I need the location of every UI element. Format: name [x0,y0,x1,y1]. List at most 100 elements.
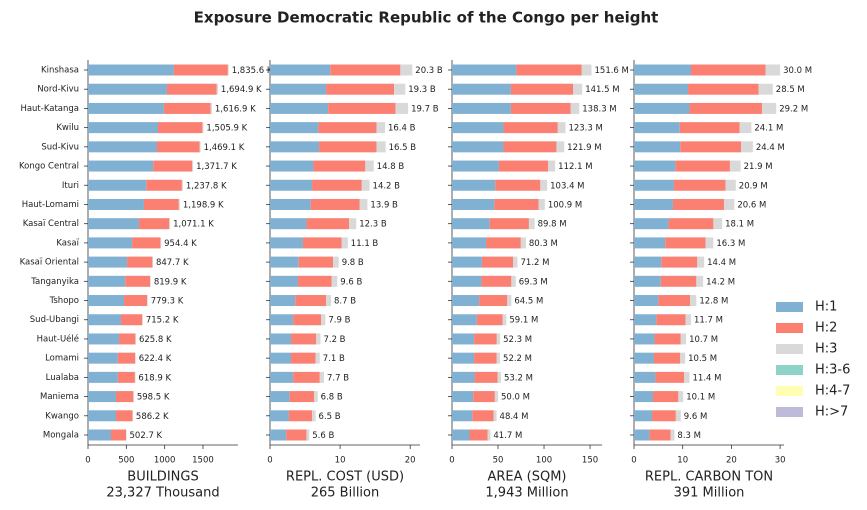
bar-segment [270,429,287,441]
bar-segment [452,141,504,153]
bar-segment [503,141,557,153]
bar-segment [452,218,490,230]
total-label: 18.1 M [725,220,754,230]
bar-segment [302,237,342,249]
bar-segment [665,237,706,249]
bar-segment [494,391,499,403]
bar-segment [697,256,705,268]
legend-label: H:3-6 [815,363,850,378]
bar-segment [557,122,566,134]
total-label: 100.9 M [548,200,582,210]
bar-segment [503,122,558,134]
x-tick-label: 1500 [192,456,214,466]
total-label: 52.2 M [503,354,532,364]
bar-segment [153,160,193,172]
bar-segment [88,141,157,153]
bar-segment [291,352,316,364]
total-label: 112.1 M [558,162,592,172]
total-label: 24.1 M [754,124,783,134]
total-label: 59.1 M [509,316,538,326]
bar-segment [452,429,470,441]
bar-segment [634,141,681,153]
total-label: 8.3 M [677,431,701,441]
x-tick-label: 1000 [154,456,176,466]
bar-segment [479,295,508,307]
bar-segment [679,122,740,134]
total-label: 1,616.9 K [215,104,256,114]
bar-segment [270,141,320,153]
total-label: 779.3 K [151,297,184,307]
total-label: 52.3 M [503,335,532,345]
x-axis-label: REPL. CARBON TON [645,470,773,485]
bar-segment [660,275,697,287]
bar-segment [270,314,294,326]
bar-segment [668,218,714,230]
total-label: 28.5 M [776,85,805,95]
bar-segment [88,102,164,114]
bar-segment [452,237,487,249]
x-tick-label: 0 [267,456,272,466]
bar-segment [270,391,290,403]
bar-segment [312,179,362,191]
bar-segment [318,122,377,134]
bar-segment [634,122,680,134]
bar-segment [634,410,653,422]
y-tick-label: Haut-Uélé [37,333,79,344]
y-tick-label: Kwango [45,411,79,421]
bar-segment [649,429,671,441]
x-axis-total: 265 Billion [311,486,380,501]
total-label: 1,198.9 K [183,200,224,210]
total-label: 20.6 M [737,200,766,210]
bar-segment [210,102,212,114]
bar-segment [293,371,320,383]
bar-segment [127,256,153,268]
bar-segment [289,391,315,403]
bar-segment [573,83,583,95]
bar-segment [110,429,127,441]
bar-segment [286,429,307,441]
bar-segment [655,371,685,383]
total-label: 14.8 B [377,162,405,172]
bar-segment [88,83,167,95]
y-tick-label: Kasaï Oriental [20,258,79,268]
bar-segment [481,275,512,287]
bar-segment [634,333,655,345]
bar-segment [178,198,180,210]
bar-segment [150,275,151,287]
bar-segment [135,352,136,364]
bar-segment [481,256,514,268]
bar-segment [88,333,120,345]
bar-segment [293,314,322,326]
bar-segment [497,371,501,383]
bar-segment [88,371,118,383]
bar-segment [349,218,357,230]
bar-segment [713,218,723,230]
total-label: 10.7 M [689,335,718,345]
bar-segment [705,237,714,249]
bar-segment [135,333,136,345]
total-label: 7.9 B [328,316,350,326]
bar-segment [452,256,482,268]
bar-segment [326,83,395,95]
bar-segment [333,256,339,268]
bar-segment [538,198,545,210]
bar-segment [672,198,725,210]
bar-segment [376,122,385,134]
bar-segment [474,333,497,345]
legend-swatch [776,386,803,396]
y-tick-label: Kinshasa [41,66,79,76]
y-tick-label: Tshopo [49,296,79,306]
bar-segment [310,198,360,210]
bar-segment [88,64,174,76]
bar-segment [634,179,674,191]
bar-segment [474,352,497,364]
x-tick-label: 0 [631,456,636,466]
bar-segment [729,160,741,172]
y-tick-label: Tanganyika [30,277,79,287]
bar-segment [306,218,350,230]
bar-segment [202,122,204,134]
bar-segment [88,314,121,326]
y-tick-label: Lualaba [46,373,79,383]
bar-segment [452,198,495,210]
bar-segment [270,102,329,114]
